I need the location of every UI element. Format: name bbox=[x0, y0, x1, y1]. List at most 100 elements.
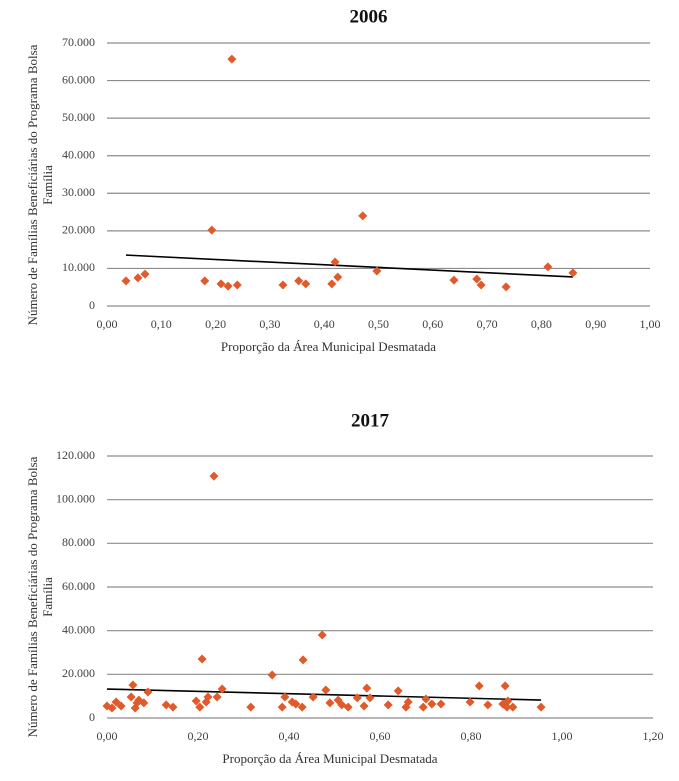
data-point bbox=[393, 686, 403, 696]
data-point bbox=[168, 702, 178, 712]
data-point bbox=[209, 471, 219, 481]
data-point bbox=[383, 700, 393, 710]
y-tick-label: 70.000 bbox=[62, 35, 95, 49]
y-tick-label: 100.000 bbox=[56, 491, 95, 505]
data-point bbox=[359, 701, 369, 711]
x-tick-label: 0,40 bbox=[279, 729, 300, 743]
x-tick-label: 0,60 bbox=[370, 729, 391, 743]
y-tick-label: 20.000 bbox=[62, 223, 95, 237]
data-point bbox=[483, 700, 493, 710]
data-point bbox=[301, 279, 311, 289]
x-tick-label: 0,20 bbox=[188, 729, 209, 743]
x-tick-label: 0,00 bbox=[97, 729, 118, 743]
data-point bbox=[140, 269, 150, 279]
x-axis-label: Proporção da Área Municipal Desmatada bbox=[221, 339, 436, 354]
data-point bbox=[568, 268, 578, 278]
x-tick-label: 0,40 bbox=[314, 317, 335, 331]
data-point bbox=[294, 276, 304, 286]
y-tick-label: 120.000 bbox=[56, 448, 95, 462]
data-point bbox=[500, 681, 510, 691]
data-point bbox=[297, 702, 307, 712]
data-point bbox=[217, 684, 227, 694]
data-point bbox=[121, 276, 131, 286]
data-point bbox=[325, 698, 335, 708]
data-point bbox=[418, 702, 428, 712]
x-tick-label: 0,50 bbox=[368, 317, 389, 331]
chart-title: 2017 bbox=[351, 410, 390, 431]
x-tick-label: 0,10 bbox=[151, 317, 172, 331]
data-point bbox=[508, 702, 518, 712]
data-point bbox=[278, 280, 288, 290]
data-point bbox=[161, 700, 171, 710]
trendline bbox=[125, 254, 573, 278]
x-axis-label: Proporção da Área Municipal Desmatada bbox=[222, 751, 437, 766]
data-point bbox=[476, 280, 486, 290]
x-tick-label: 0,00 bbox=[97, 317, 118, 331]
x-tick-label: 0,30 bbox=[259, 317, 280, 331]
data-point bbox=[321, 685, 331, 695]
chart-title: 2006 bbox=[350, 6, 388, 27]
data-point bbox=[343, 702, 353, 712]
x-tick-label: 0,20 bbox=[205, 317, 226, 331]
data-point bbox=[291, 699, 301, 709]
data-point bbox=[107, 703, 117, 713]
data-point bbox=[449, 275, 459, 285]
data-point bbox=[212, 692, 222, 702]
x-tick-label: 0,60 bbox=[422, 317, 443, 331]
data-point bbox=[327, 279, 337, 289]
data-point bbox=[427, 699, 437, 709]
y-tick-label: 10.000 bbox=[62, 260, 95, 274]
x-tick-label: 1,00 bbox=[640, 317, 661, 331]
data-point bbox=[195, 702, 205, 712]
data-point bbox=[372, 266, 382, 276]
data-point bbox=[503, 696, 513, 706]
data-point bbox=[358, 211, 368, 221]
data-point bbox=[116, 701, 126, 711]
data-point bbox=[133, 273, 143, 283]
y-tick-label: 20.000 bbox=[62, 666, 95, 680]
data-point bbox=[298, 655, 308, 665]
data-point bbox=[465, 697, 475, 707]
data-point bbox=[543, 262, 553, 272]
trendline bbox=[106, 688, 542, 701]
x-tick-label: 1,00 bbox=[552, 729, 573, 743]
data-point bbox=[317, 630, 327, 640]
data-point bbox=[436, 699, 446, 709]
data-point bbox=[330, 257, 340, 267]
data-point bbox=[143, 687, 153, 697]
y-tick-label: 60.000 bbox=[62, 72, 95, 86]
x-tick-label: 0,90 bbox=[585, 317, 606, 331]
y-tick-label: 0 bbox=[89, 710, 95, 724]
data-point bbox=[207, 225, 217, 235]
y-tick-label: 80.000 bbox=[62, 535, 95, 549]
data-point bbox=[362, 683, 372, 693]
data-point bbox=[501, 282, 511, 292]
x-tick-label: 0,80 bbox=[531, 317, 552, 331]
y-tick-label: 40.000 bbox=[62, 622, 95, 636]
y-tick-label: 40.000 bbox=[62, 147, 95, 161]
data-point bbox=[216, 279, 226, 289]
y-tick-label: 50.000 bbox=[62, 110, 95, 124]
data-point bbox=[280, 692, 290, 702]
data-point bbox=[223, 281, 233, 291]
x-tick-label: 0,80 bbox=[461, 729, 482, 743]
data-point bbox=[203, 692, 213, 702]
data-point bbox=[197, 654, 207, 664]
data-point bbox=[308, 692, 318, 702]
data-point bbox=[472, 274, 482, 284]
data-point bbox=[128, 680, 138, 690]
x-tick-label: 0,70 bbox=[477, 317, 498, 331]
y-tick-label: 60.000 bbox=[62, 579, 95, 593]
data-point bbox=[333, 272, 343, 282]
data-point bbox=[352, 693, 362, 703]
data-point bbox=[139, 698, 149, 708]
data-point bbox=[502, 702, 512, 712]
data-point bbox=[277, 702, 287, 712]
data-point bbox=[365, 693, 375, 703]
x-tick-label: 1,20 bbox=[643, 729, 664, 743]
y-tick-label: 30.000 bbox=[62, 185, 95, 199]
y-axis-label: Número de Famílias Beneficiárias do Prog… bbox=[25, 456, 55, 738]
data-point bbox=[267, 670, 277, 680]
data-point bbox=[191, 696, 201, 706]
